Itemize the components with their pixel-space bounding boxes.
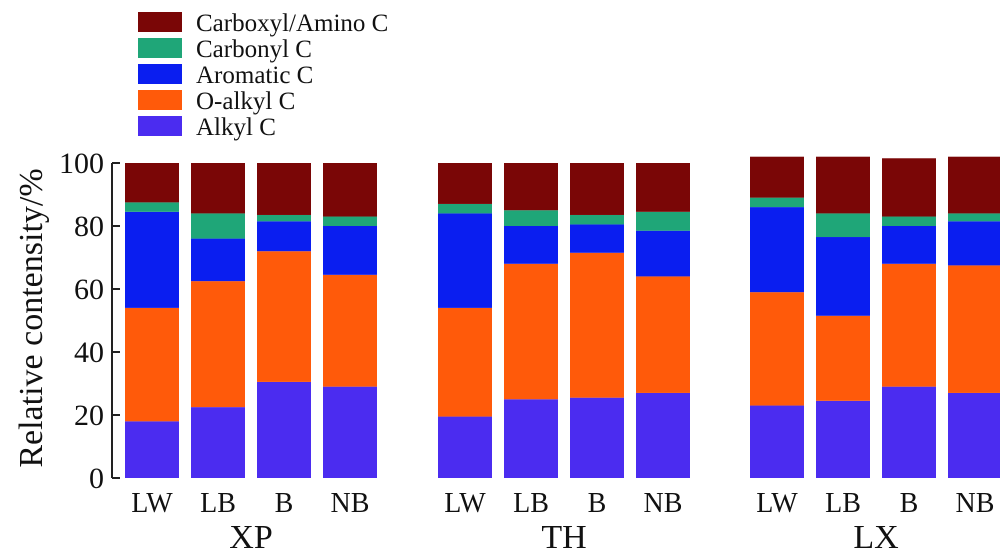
bar-segment-aromatic-c <box>504 226 558 264</box>
bar-segment-o-alkyl-c <box>636 276 690 393</box>
bar-segment-aromatic-c <box>125 211 179 308</box>
y-tick-label: 60 <box>74 273 104 306</box>
bar-segment-carboxyl-amino-c <box>191 163 245 214</box>
category-label: B <box>588 488 607 519</box>
bar-segment-carboxyl-amino-c <box>948 156 1000 214</box>
category-label: B <box>275 488 294 519</box>
category-label: LB <box>825 488 861 519</box>
legend-swatch <box>138 116 182 136</box>
bar-segment-aromatic-c <box>438 213 492 308</box>
y-tick-label: 20 <box>74 399 104 432</box>
bar-segment-carboxyl-amino-c <box>636 163 690 212</box>
category-label: NB <box>331 488 370 519</box>
bar-segment-alkyl-c <box>948 392 1000 478</box>
y-axis: Relative contensity/% 0 20 40 60 80 100 <box>13 147 120 495</box>
bar-segment-o-alkyl-c <box>504 263 558 400</box>
bar-segment-o-alkyl-c <box>948 265 1000 393</box>
legend-swatch <box>138 90 182 110</box>
bar-segment-carbonyl-c <box>750 197 804 208</box>
bar-segment-alkyl-c <box>323 386 377 478</box>
bar-segment-alkyl-c <box>882 386 936 478</box>
bar-segment-alkyl-c <box>636 392 690 478</box>
legend-entry: Aromatic C <box>196 62 313 89</box>
bar-segment-aromatic-c <box>191 238 245 282</box>
category-label: B <box>900 488 919 519</box>
y-tick-label: 40 <box>74 336 104 369</box>
x-axis-labels: LW LB B NB XP LW LB B NB TH LW LB B NB LX <box>131 488 994 556</box>
bar-segment-o-alkyl-c <box>438 307 492 417</box>
bar-segment-aromatic-c <box>750 207 804 293</box>
bar-segment-carbonyl-c <box>257 214 311 222</box>
category-label: LW <box>756 488 798 519</box>
bar-segment-aromatic-c <box>257 221 311 252</box>
bars <box>125 156 1000 478</box>
bar-segment-carbonyl-c <box>816 213 870 238</box>
bar-segment-o-alkyl-c <box>882 263 936 387</box>
bar-segment-aromatic-c <box>323 226 377 275</box>
category-label: LW <box>444 488 486 519</box>
bar-segment-carbonyl-c <box>882 216 936 226</box>
bar-segment-carboxyl-amino-c <box>438 163 492 204</box>
bar-segment-alkyl-c <box>191 407 245 478</box>
bar-segment-alkyl-c <box>125 421 179 478</box>
bar-segment-alkyl-c <box>257 381 311 478</box>
bar-segment-carboxyl-amino-c <box>257 163 311 215</box>
bar-segment-o-alkyl-c <box>570 252 624 398</box>
bar-segment-o-alkyl-c <box>750 292 804 406</box>
category-label: NB <box>956 488 995 519</box>
bar-segment-carbonyl-c <box>191 213 245 239</box>
bar-segment-aromatic-c <box>636 230 690 277</box>
bar-segment-o-alkyl-c <box>191 281 245 408</box>
group-label: LX <box>853 519 898 556</box>
legend-entry: Alkyl C <box>196 114 276 141</box>
bar-segment-carbonyl-c <box>323 216 377 226</box>
bar-segment-carboxyl-amino-c <box>882 158 936 217</box>
bar-segment-carboxyl-amino-c <box>323 163 377 217</box>
bar-segment-carboxyl-amino-c <box>570 163 624 215</box>
bar-segment-o-alkyl-c <box>257 251 311 382</box>
bar-segment-carboxyl-amino-c <box>504 163 558 211</box>
category-label: LB <box>200 488 236 519</box>
bar-segment-carboxyl-amino-c <box>125 163 179 203</box>
y-tick-label: 80 <box>74 210 104 243</box>
category-label: LB <box>513 488 549 519</box>
legend-entry: Carbonyl C <box>196 36 312 63</box>
bar-segment-carboxyl-amino-c <box>816 156 870 214</box>
bar-segment-carbonyl-c <box>504 210 558 226</box>
bar-segment-o-alkyl-c <box>816 315 870 401</box>
legend-entry: O-alkyl C <box>196 88 295 115</box>
category-label: LW <box>131 488 173 519</box>
bar-segment-aromatic-c <box>948 221 1000 266</box>
bar-segment-alkyl-c <box>570 397 624 478</box>
y-tick-label: 100 <box>59 147 104 180</box>
bar-segment-alkyl-c <box>504 399 558 478</box>
group-label: TH <box>541 519 586 556</box>
bar-segment-carbonyl-c <box>125 202 179 212</box>
bar-segment-o-alkyl-c <box>323 274 377 387</box>
legend-swatch <box>138 12 182 32</box>
bar-segment-alkyl-c <box>438 416 492 478</box>
bar-segment-carbonyl-c <box>438 203 492 214</box>
bar-segment-carbonyl-c <box>570 214 624 225</box>
bar-segment-alkyl-c <box>750 405 804 478</box>
y-axis-label: Relative contensity/% <box>13 168 50 467</box>
bar-segment-aromatic-c <box>816 237 870 316</box>
bar-segment-alkyl-c <box>816 400 870 478</box>
bar-segment-carbonyl-c <box>948 213 1000 222</box>
group-label: XP <box>229 519 272 556</box>
bar-segment-aromatic-c <box>882 226 936 264</box>
bar-segment-carboxyl-amino-c <box>750 156 804 198</box>
y-tick-label: 0 <box>89 462 104 495</box>
bar-segment-o-alkyl-c <box>125 307 179 422</box>
bar-segment-carbonyl-c <box>636 211 690 231</box>
category-label: NB <box>644 488 683 519</box>
bar-segment-aromatic-c <box>570 224 624 253</box>
legend-entry: Carboxyl/Amino C <box>196 10 388 37</box>
legend-swatch <box>138 64 182 84</box>
legend-swatch <box>138 38 182 58</box>
